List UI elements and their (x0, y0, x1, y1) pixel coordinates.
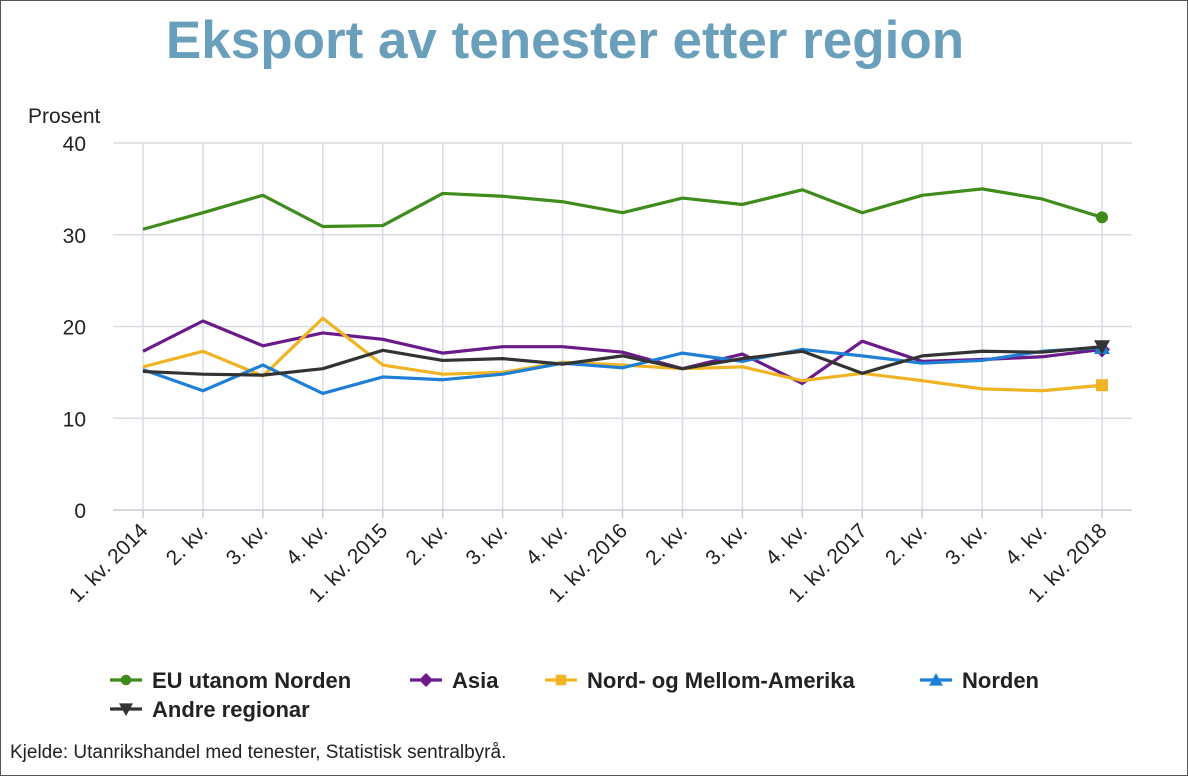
series-4 (142, 340, 1110, 377)
x-tick-label: 4. kv. (282, 519, 333, 570)
series-line (142, 345, 1103, 377)
legend: EU utanom Norden Asia Nord- og Mellom-Amer… (110, 668, 1039, 722)
circle-marker (120, 674, 132, 686)
x-tick-label: 4. kv. (521, 519, 572, 570)
x-tick-label: 3. kv. (941, 519, 992, 570)
legend-label: Norden (962, 668, 1039, 693)
legend-label: EU utanom Norden (152, 668, 351, 693)
x-tick-label: 3. kv. (222, 519, 273, 570)
series-2 (142, 316, 1108, 393)
triangle-down-marker (1094, 340, 1110, 355)
y-axis-label: Prosent (28, 105, 101, 128)
triangle-down-marker (119, 703, 133, 716)
x-tick-label: 1. kv. 2014 (65, 519, 153, 607)
legend-label: Nord- og Mellom-Amerika (587, 668, 855, 693)
legend-label: Andre regionar (152, 697, 310, 722)
y-tick-label: 20 (63, 317, 86, 340)
legend-item: Asia (410, 668, 499, 693)
y-tick-label: 40 (63, 133, 86, 156)
x-tick-label: 2. kv. (402, 519, 453, 570)
x-tick-label: 4. kv. (761, 519, 812, 570)
square-marker (555, 674, 567, 686)
y-tick-label: 0 (74, 500, 86, 523)
legend-item: Nord- og Mellom-Amerika (545, 668, 855, 693)
series (142, 187, 1110, 396)
x-tick-label: 3. kv. (701, 519, 752, 570)
triangle-up-marker (929, 673, 943, 686)
y-tick-label: 10 (63, 408, 86, 431)
x-tick-label: 4. kv. (1001, 519, 1052, 570)
series-line (142, 346, 1103, 396)
legend-item: Andre regionar (110, 697, 310, 722)
legend-label: Asia (452, 668, 499, 693)
diamond-marker (419, 673, 433, 687)
series-line (142, 187, 1103, 231)
x-tick-label: 3. kv. (462, 519, 513, 570)
x-tick-label: 2. kv. (162, 519, 213, 570)
x-tick-label: 2. kv. (881, 519, 932, 570)
circle-marker (1096, 211, 1108, 224)
series-0 (142, 187, 1108, 231)
series-line (142, 316, 1103, 393)
legend-item: Norden (920, 668, 1039, 693)
legend-item: EU utanom Norden (110, 668, 351, 693)
chart-title: Eksport av tenester etter region (165, 11, 965, 70)
x-tick-label: 2. kv. (641, 519, 692, 570)
source-note: Kjelde: Utanrikshandel med tenester, Sta… (10, 742, 507, 763)
square-marker (1096, 379, 1108, 392)
y-tick-label: 30 (63, 225, 86, 248)
